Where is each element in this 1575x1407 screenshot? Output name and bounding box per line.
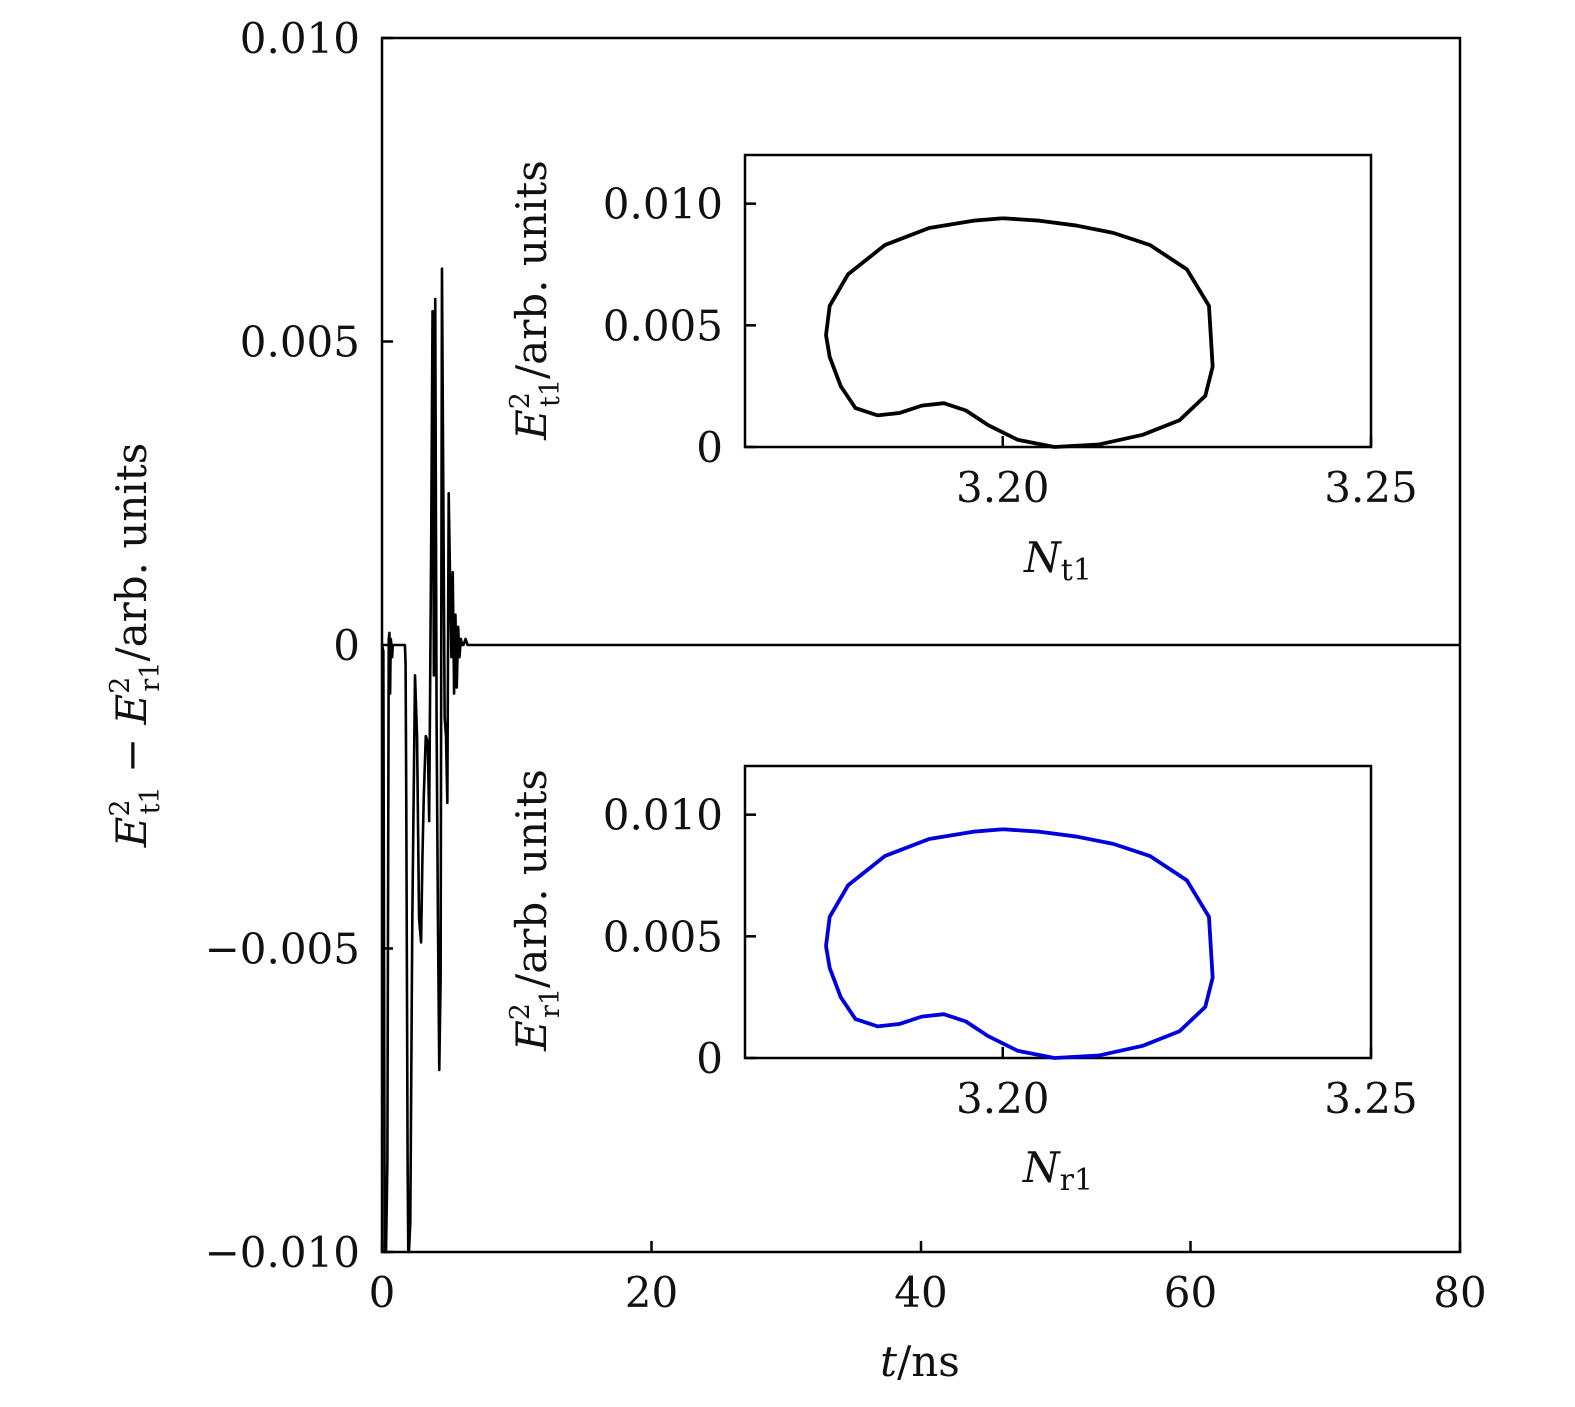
inset-top-y-tick-label: 0 <box>696 423 723 472</box>
main-y-tick-label: −0.005 <box>205 925 360 974</box>
inset-bottom-y-tick-label: 0.005 <box>603 912 723 961</box>
main-x-axis-label: t/ns <box>880 1337 960 1386</box>
inset-bottom-x-tick-label: 3.20 <box>956 1074 1050 1123</box>
main-x-tick-label: 80 <box>1433 1268 1486 1317</box>
main-y-tick-label: 0.010 <box>240 14 360 63</box>
inset-top-frame <box>743 153 1373 449</box>
inset-bottom-series-line <box>824 827 1215 1060</box>
inset-top-y-axis-label: E2t1/arb. units <box>505 160 566 441</box>
inset-top-tick-labels: 3.20 3.25 0 0.005 0.010 <box>603 180 1418 512</box>
inset-bottom-x-axis-label: Nr1 <box>1022 1143 1093 1198</box>
inset-top: 3.20 3.25 0 0.005 0.010 Nt1 E2t1/arb. units <box>505 153 1418 588</box>
inset-top-x-tick-label: 3.20 <box>956 463 1050 512</box>
inset-top-y-tick-label: 0.010 <box>603 180 723 229</box>
main-x-tick-label: 20 <box>625 1268 678 1317</box>
main-y-axis-label: E2t1 − E2r1/arb. units <box>105 443 166 849</box>
inset-bottom-frame <box>743 764 1373 1060</box>
main-tick-labels: 0 20 40 60 80 −0.010 −0.005 0 0.005 0.010 <box>205 14 1487 1317</box>
main-y-tick-label: 0 <box>333 621 360 670</box>
inset-bottom-y-axis-label: E2r1/arb. units <box>505 769 566 1052</box>
inset-top-series-line <box>824 216 1215 449</box>
inset-top-y-tick-label: 0.005 <box>603 301 723 350</box>
main-y-tick-label: −0.010 <box>205 1228 360 1277</box>
inset-top-ticks <box>745 202 1373 449</box>
main-x-tick-label: 60 <box>1164 1268 1217 1317</box>
inset-bottom-y-tick-label: 0.010 <box>603 791 723 840</box>
main-x-tick-label: 0 <box>369 1268 396 1317</box>
main-x-tick-label: 40 <box>894 1268 947 1317</box>
main-y-tick-label: 0.005 <box>240 318 360 367</box>
main-series-line <box>380 267 1460 1254</box>
inset-bottom-y-tick-label: 0 <box>696 1034 723 1083</box>
inset-top-x-axis-label: Nt1 <box>1023 533 1092 588</box>
inset-bottom: 3.20 3.25 0 0.005 0.010 Nr1 E2r1/arb. units <box>505 764 1418 1198</box>
inset-bottom-tick-labels: 3.20 3.25 0 0.005 0.010 <box>603 791 1418 1123</box>
inset-top-x-tick-label: 3.25 <box>1324 463 1418 512</box>
main-ticks <box>380 36 1462 1254</box>
main-chart: 0 20 40 60 80 −0.010 −0.005 0 0.005 0.010 t/ns E2… <box>105 14 1487 1386</box>
inset-bottom-ticks <box>745 813 1373 1060</box>
inset-bottom-x-tick-label: 3.25 <box>1324 1074 1418 1123</box>
